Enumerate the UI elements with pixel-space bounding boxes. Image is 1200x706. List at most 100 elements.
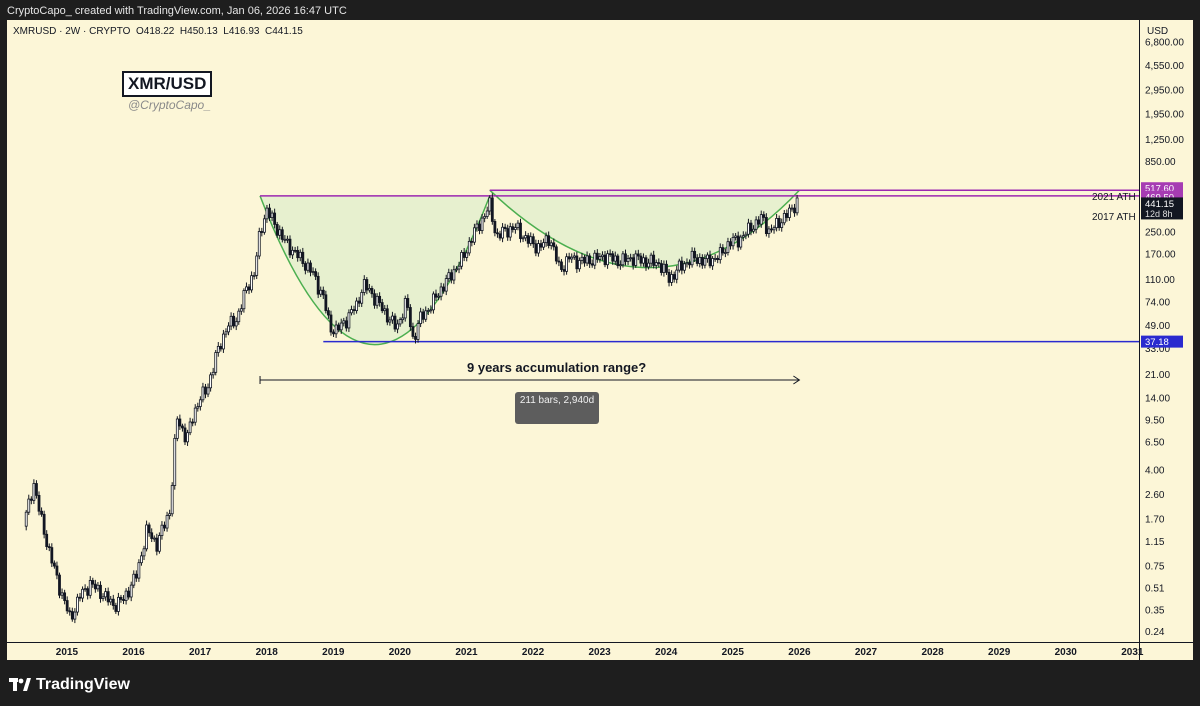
candle-down [178,418,182,427]
candle-up [252,274,256,277]
candle-up [578,260,581,270]
candle-up [132,573,136,586]
candle-down [365,279,369,291]
candle-up [186,432,189,443]
candle-up [718,247,722,261]
y-tick-label: 850.00 [1145,157,1176,168]
chart-frame[interactable]: 6,800.00 4,550.00 2,950.00 1,950.00 1,250.00… [7,20,1193,660]
x-tick-label: 2027 [855,647,878,658]
candle-down [665,263,668,273]
candle-up [27,498,31,513]
watermark-handle: @CryptoCapo_ [128,98,211,112]
candle-up [416,323,420,340]
candle-down [37,495,41,512]
candle-down [631,257,635,266]
candle-up [83,588,87,591]
y-tick-label: 6.50 [1145,437,1165,448]
candle-up [593,252,597,266]
y-tick-label: 74.00 [1145,298,1170,309]
candle-up [455,268,458,271]
x-tick-label: 2025 [722,647,745,658]
candle-up [467,240,471,254]
candle-up [96,584,100,590]
price-tag-support: 37.18 [1145,337,1169,348]
candle-up [270,212,274,219]
candle-up [73,611,77,620]
candle-down [393,315,397,330]
candle-down [575,255,579,270]
candle-up [137,562,141,579]
candle-up [32,483,36,501]
x-tick-label: 2031 [1121,647,1144,658]
candle-up [362,279,366,293]
candle-down [314,271,318,277]
price-tag-2021-ath: 517.60 [1145,184,1174,195]
candle-up [239,308,243,312]
candle-down [539,243,543,248]
y-tick-label: 170.00 [1145,250,1176,261]
candle-up [698,257,702,264]
candle-up [286,238,289,241]
candle-down [657,262,661,264]
candle-up [216,345,220,353]
candle-up [170,485,174,515]
candle-down [337,324,341,331]
candle-down [583,256,586,264]
price-chart[interactable]: 6,800.00 4,550.00 2,950.00 1,950.00 1,250.00… [7,20,1193,660]
tradingview-logo[interactable]: TradingView [9,676,130,694]
candle-up [501,226,504,239]
candle-up [544,235,548,244]
candle-down [293,249,297,252]
candle-up [723,252,727,254]
candle-up [537,243,540,254]
candle-down [385,308,389,323]
chart-attribution: CryptoCapo_ created with TradingView.com… [7,5,347,17]
candle-down [534,243,538,254]
candle-up [24,511,28,527]
candle-down [380,302,384,312]
candle-up [747,222,750,235]
x-tick-label: 2023 [589,647,612,658]
x-tick-label: 2028 [921,647,944,658]
candle-up [572,255,576,258]
candle-up [488,197,492,212]
range-annotation[interactable]: 9 years accumulation range? [467,360,647,375]
candle-down [493,221,497,234]
candle-up [570,256,574,260]
candle-down [659,263,663,273]
candle-up [424,310,428,320]
candle-down [147,524,151,534]
measure-badge[interactable]: 211 bars, 2,940d [515,392,599,424]
candle-up [516,222,520,229]
candle-down [624,253,627,262]
ohlc-high: H450.13 [179,26,218,37]
candle-down [411,326,415,337]
candle-down [639,255,643,264]
candle-up [234,321,238,327]
candle-up [250,275,253,291]
candle-down [65,600,69,612]
ath-2021-label: 2021 ATH [1092,192,1136,203]
y-tick-label: 9.50 [1145,416,1165,427]
symbol-info[interactable]: XMRUSD · 2W · CRYPTO O418.22 H450.13 L41… [13,26,303,37]
candle-up [621,253,625,266]
candle-up [601,254,604,257]
currency-label[interactable]: USD [1147,26,1169,37]
ohlc-low: L416.93 [223,26,260,37]
candle-up [342,320,346,324]
candle-up [780,222,784,228]
candle-up [457,265,461,270]
candle-up [713,257,717,260]
candle-down [729,241,732,247]
candle-up [360,292,364,304]
y-tick-label: 0.75 [1145,562,1165,573]
candle-down [273,212,277,225]
candle-up [311,271,315,274]
candle-down [68,610,72,613]
candle-down [91,580,95,585]
candle-up [767,228,771,234]
candle-up [222,333,225,350]
candle-up [508,226,512,238]
candle-down [155,537,159,552]
candle-up [759,214,763,225]
